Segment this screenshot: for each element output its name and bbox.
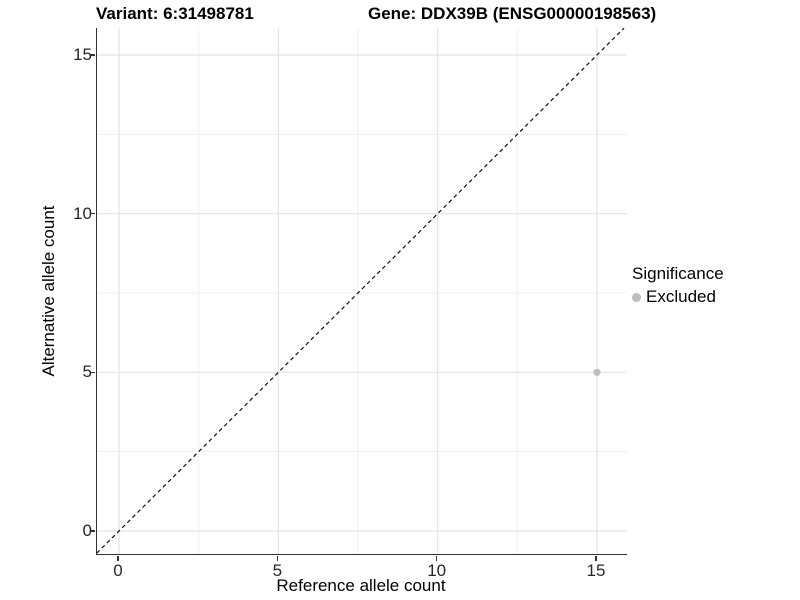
plot-title-gene: Gene: DDX39B (ENSG00000198563) xyxy=(368,4,657,23)
x-axis-title: Reference allele count xyxy=(276,576,446,595)
y-axis-tick xyxy=(89,371,95,374)
x-axis-tick xyxy=(117,555,119,561)
y-axis-tick-label: 0 xyxy=(82,521,92,540)
y-axis-tick xyxy=(89,212,95,215)
y-axis-tick-label: 10 xyxy=(73,203,92,223)
y-axis-tick xyxy=(89,530,95,532)
y-axis-tick-label: 15 xyxy=(73,45,92,64)
y-axis-tick xyxy=(89,54,95,56)
plot-title-variant: Variant: 6:31498781 xyxy=(96,4,254,23)
x-axis-tick xyxy=(276,555,279,561)
legend-item: Excluded xyxy=(632,287,724,307)
scatter-plot-canvas xyxy=(97,28,627,554)
x-axis-tick-label: 15 xyxy=(586,561,606,580)
plot-panel xyxy=(96,28,627,555)
y-axis-title: Alternative allele count xyxy=(39,205,58,377)
data-point xyxy=(593,368,601,376)
x-axis-tick-label: 10 xyxy=(427,561,447,580)
x-axis-tick-label: 5 xyxy=(272,561,283,580)
x-axis-tick-label: 0 xyxy=(113,561,123,580)
legend-title: Significance xyxy=(632,264,724,283)
legend-point-icon xyxy=(632,292,641,302)
y-axis-tick-label: 5 xyxy=(82,362,92,382)
identity-reference-line xyxy=(97,28,625,554)
legend-items: Excluded xyxy=(632,287,724,307)
x-axis-tick xyxy=(435,555,438,561)
x-axis-tick xyxy=(595,555,597,561)
legend-item-label: Excluded xyxy=(646,287,716,306)
legend: Significance Excluded xyxy=(632,264,724,307)
